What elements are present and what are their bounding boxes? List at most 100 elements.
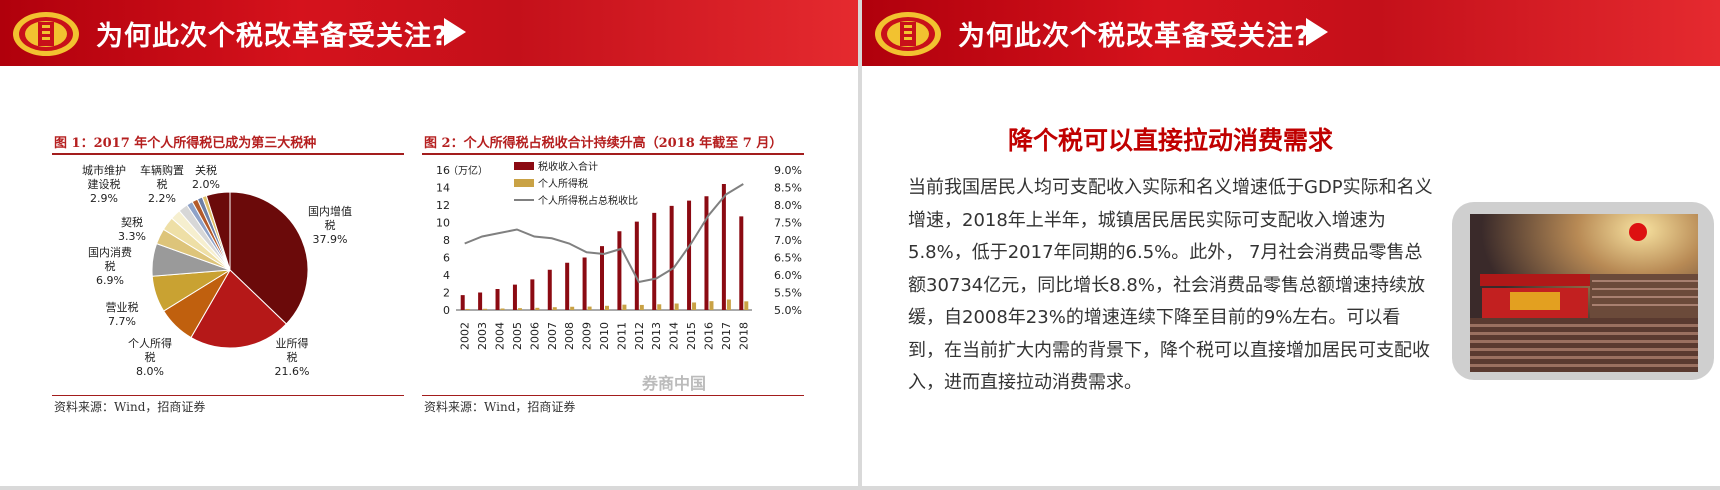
y-left-tick-label: 0 <box>443 304 450 317</box>
bar-personal-tax <box>709 301 714 310</box>
y-right-tick-label: 7.5% <box>774 217 802 230</box>
y-left-tick-label: 16 <box>436 164 450 177</box>
bar-tax-total <box>739 216 744 310</box>
y-right-tick-label: 5.5% <box>774 287 802 300</box>
bar-personal-tax <box>605 305 609 310</box>
bar-tax-total <box>617 231 622 310</box>
pie-slice <box>205 191 231 271</box>
bar-tax-total <box>478 292 483 310</box>
bar-personal-tax <box>587 306 592 310</box>
x-tick-label: 2010 <box>598 322 611 350</box>
slide-header: 为何此次个税改革备受关注? <box>862 0 1720 66</box>
figure-2-bottom-rule <box>422 395 804 396</box>
y-left-tick-label: 14 <box>436 182 450 195</box>
bar-tax-total <box>530 279 535 310</box>
y-left-tick-label: 4 <box>443 269 450 282</box>
y-left-tick-label: 10 <box>436 217 450 230</box>
pie-label-customs: 关税 2.0% <box>192 164 220 191</box>
watermark-text: 券商中国 <box>642 374 707 393</box>
bar-tax-total <box>652 212 657 310</box>
legend-label: 个人所得税占总税收比 <box>538 194 638 207</box>
y-right-tick-label: 8.5% <box>774 182 802 195</box>
tax-emblem-icon <box>13 12 79 56</box>
figure-1-top-rule <box>52 153 404 155</box>
line-personal-tax-ratio <box>464 183 744 284</box>
figure-1-bottom-rule <box>52 395 404 396</box>
x-tick-label: 2016 <box>702 322 715 350</box>
pie-label-deed: 契税 3.3% <box>118 216 146 243</box>
pie-slice <box>190 269 288 349</box>
x-tick-label: 2014 <box>668 322 681 350</box>
body-paragraph: 当前我国居民人均可支配收入实际和名义增速低于GDP实际和名义增速，2018年上半… <box>908 177 1433 393</box>
pie-label-city: 城市维护 建设税 2.9% <box>82 164 126 205</box>
x-tick-label: 2009 <box>581 322 594 350</box>
bar-tax-total <box>495 289 500 310</box>
bar-personal-tax <box>622 304 627 310</box>
pie-slice <box>229 191 309 325</box>
bar-tax-total <box>582 257 587 310</box>
x-tick-label: 2013 <box>650 322 663 350</box>
bar-tax-total <box>669 205 674 310</box>
figure-2-title: 图 2：个人所得税占税收合计持续升高（2018 年截至 7 月） <box>424 136 783 151</box>
bar-tax-total <box>600 246 604 310</box>
x-tick-label: 2005 <box>511 322 524 350</box>
legend-swatch <box>514 179 534 187</box>
x-tick-label: 2015 <box>685 322 698 350</box>
x-tick-label: 2006 <box>528 322 541 350</box>
bar-tax-total <box>512 284 517 310</box>
pie-label-personal: 个人所得税 8.0% <box>128 337 172 378</box>
bar-tax-total <box>721 184 726 310</box>
bar-tax-total <box>547 269 552 310</box>
slide-header: 为何此次个税改革备受关注? <box>0 0 858 66</box>
great-hall-photo <box>1470 214 1698 372</box>
pie-label-corporate: 业所得税 21.6% <box>274 337 310 378</box>
bar-tax-total <box>704 196 709 310</box>
x-tick-label: 2008 <box>563 322 576 350</box>
bar-tax-total <box>687 200 692 310</box>
y-right-tick-label: 7.0% <box>774 234 802 247</box>
bar-personal-tax <box>570 306 575 310</box>
y-right-tick-label: 6.5% <box>774 252 802 265</box>
bar-personal-tax <box>674 303 679 310</box>
legend-swatch <box>514 162 534 170</box>
y-right-tick-label: 5.0% <box>774 304 802 317</box>
bar-line-chart: 0 2 4 6 8 10 12 14 16（万亿） 5.0% 5.5% 6.0% 6.5% 7.0% 7.5… <box>436 160 802 350</box>
y-left-tick-label: 8 <box>443 234 450 247</box>
header-title: 为何此次个税改革备受关注? <box>958 21 1311 52</box>
bar-personal-tax <box>552 307 557 310</box>
y-left-tick-label: 12 <box>436 199 450 212</box>
pie-label-business: 营业税 7.7% <box>105 301 139 328</box>
bar-personal-tax <box>483 308 488 310</box>
play-arrow-icon <box>1306 18 1328 46</box>
pie-label-vat: 国内增值税 37.9% <box>308 205 352 246</box>
legend-label: 税收收入合计 <box>538 160 598 173</box>
x-tick-label: 2007 <box>546 322 559 350</box>
pie-label-vehicle: 车辆购置税 2.2% <box>140 164 184 205</box>
x-tick-label: 2018 <box>737 322 750 350</box>
y-right-tick-label: 9.0% <box>774 164 802 177</box>
figure-2-top-rule <box>422 153 804 155</box>
pie-chart <box>151 191 309 349</box>
figure-1-title: 图 1：2017 年个人所得税已成为第三大税种 <box>54 136 317 151</box>
bar-tax-total <box>565 262 570 310</box>
bar-personal-tax <box>535 307 540 310</box>
bar-personal-tax <box>465 308 470 310</box>
tax-emblem-icon <box>875 12 941 56</box>
pie-label-consumption: 国内消费税 6.9% <box>88 246 132 287</box>
x-tick-label: 2004 <box>494 322 507 350</box>
slide-left: 为何此次个税改革备受关注? 图 1：2017 年个人所得税已成为第三大税种 资料… <box>0 0 858 486</box>
play-arrow-icon <box>444 18 466 46</box>
bar-personal-tax <box>639 304 644 310</box>
y-left-tick-label: 2 <box>443 287 450 300</box>
bar-personal-tax <box>500 308 505 310</box>
figure-1-source: 资料来源：Wind，招商证券 <box>54 400 206 414</box>
y-right-tick-label: 8.0% <box>774 199 802 212</box>
x-tick-label: 2002 <box>459 322 472 350</box>
y-right-tick-label: 6.0% <box>774 269 802 282</box>
bar-personal-tax <box>692 302 697 310</box>
bar-personal-tax <box>517 308 522 310</box>
x-tick-label: 2012 <box>633 322 646 350</box>
bar-personal-tax <box>657 304 662 310</box>
x-tick-label: 2011 <box>615 322 628 350</box>
bar-tax-total <box>460 295 465 310</box>
